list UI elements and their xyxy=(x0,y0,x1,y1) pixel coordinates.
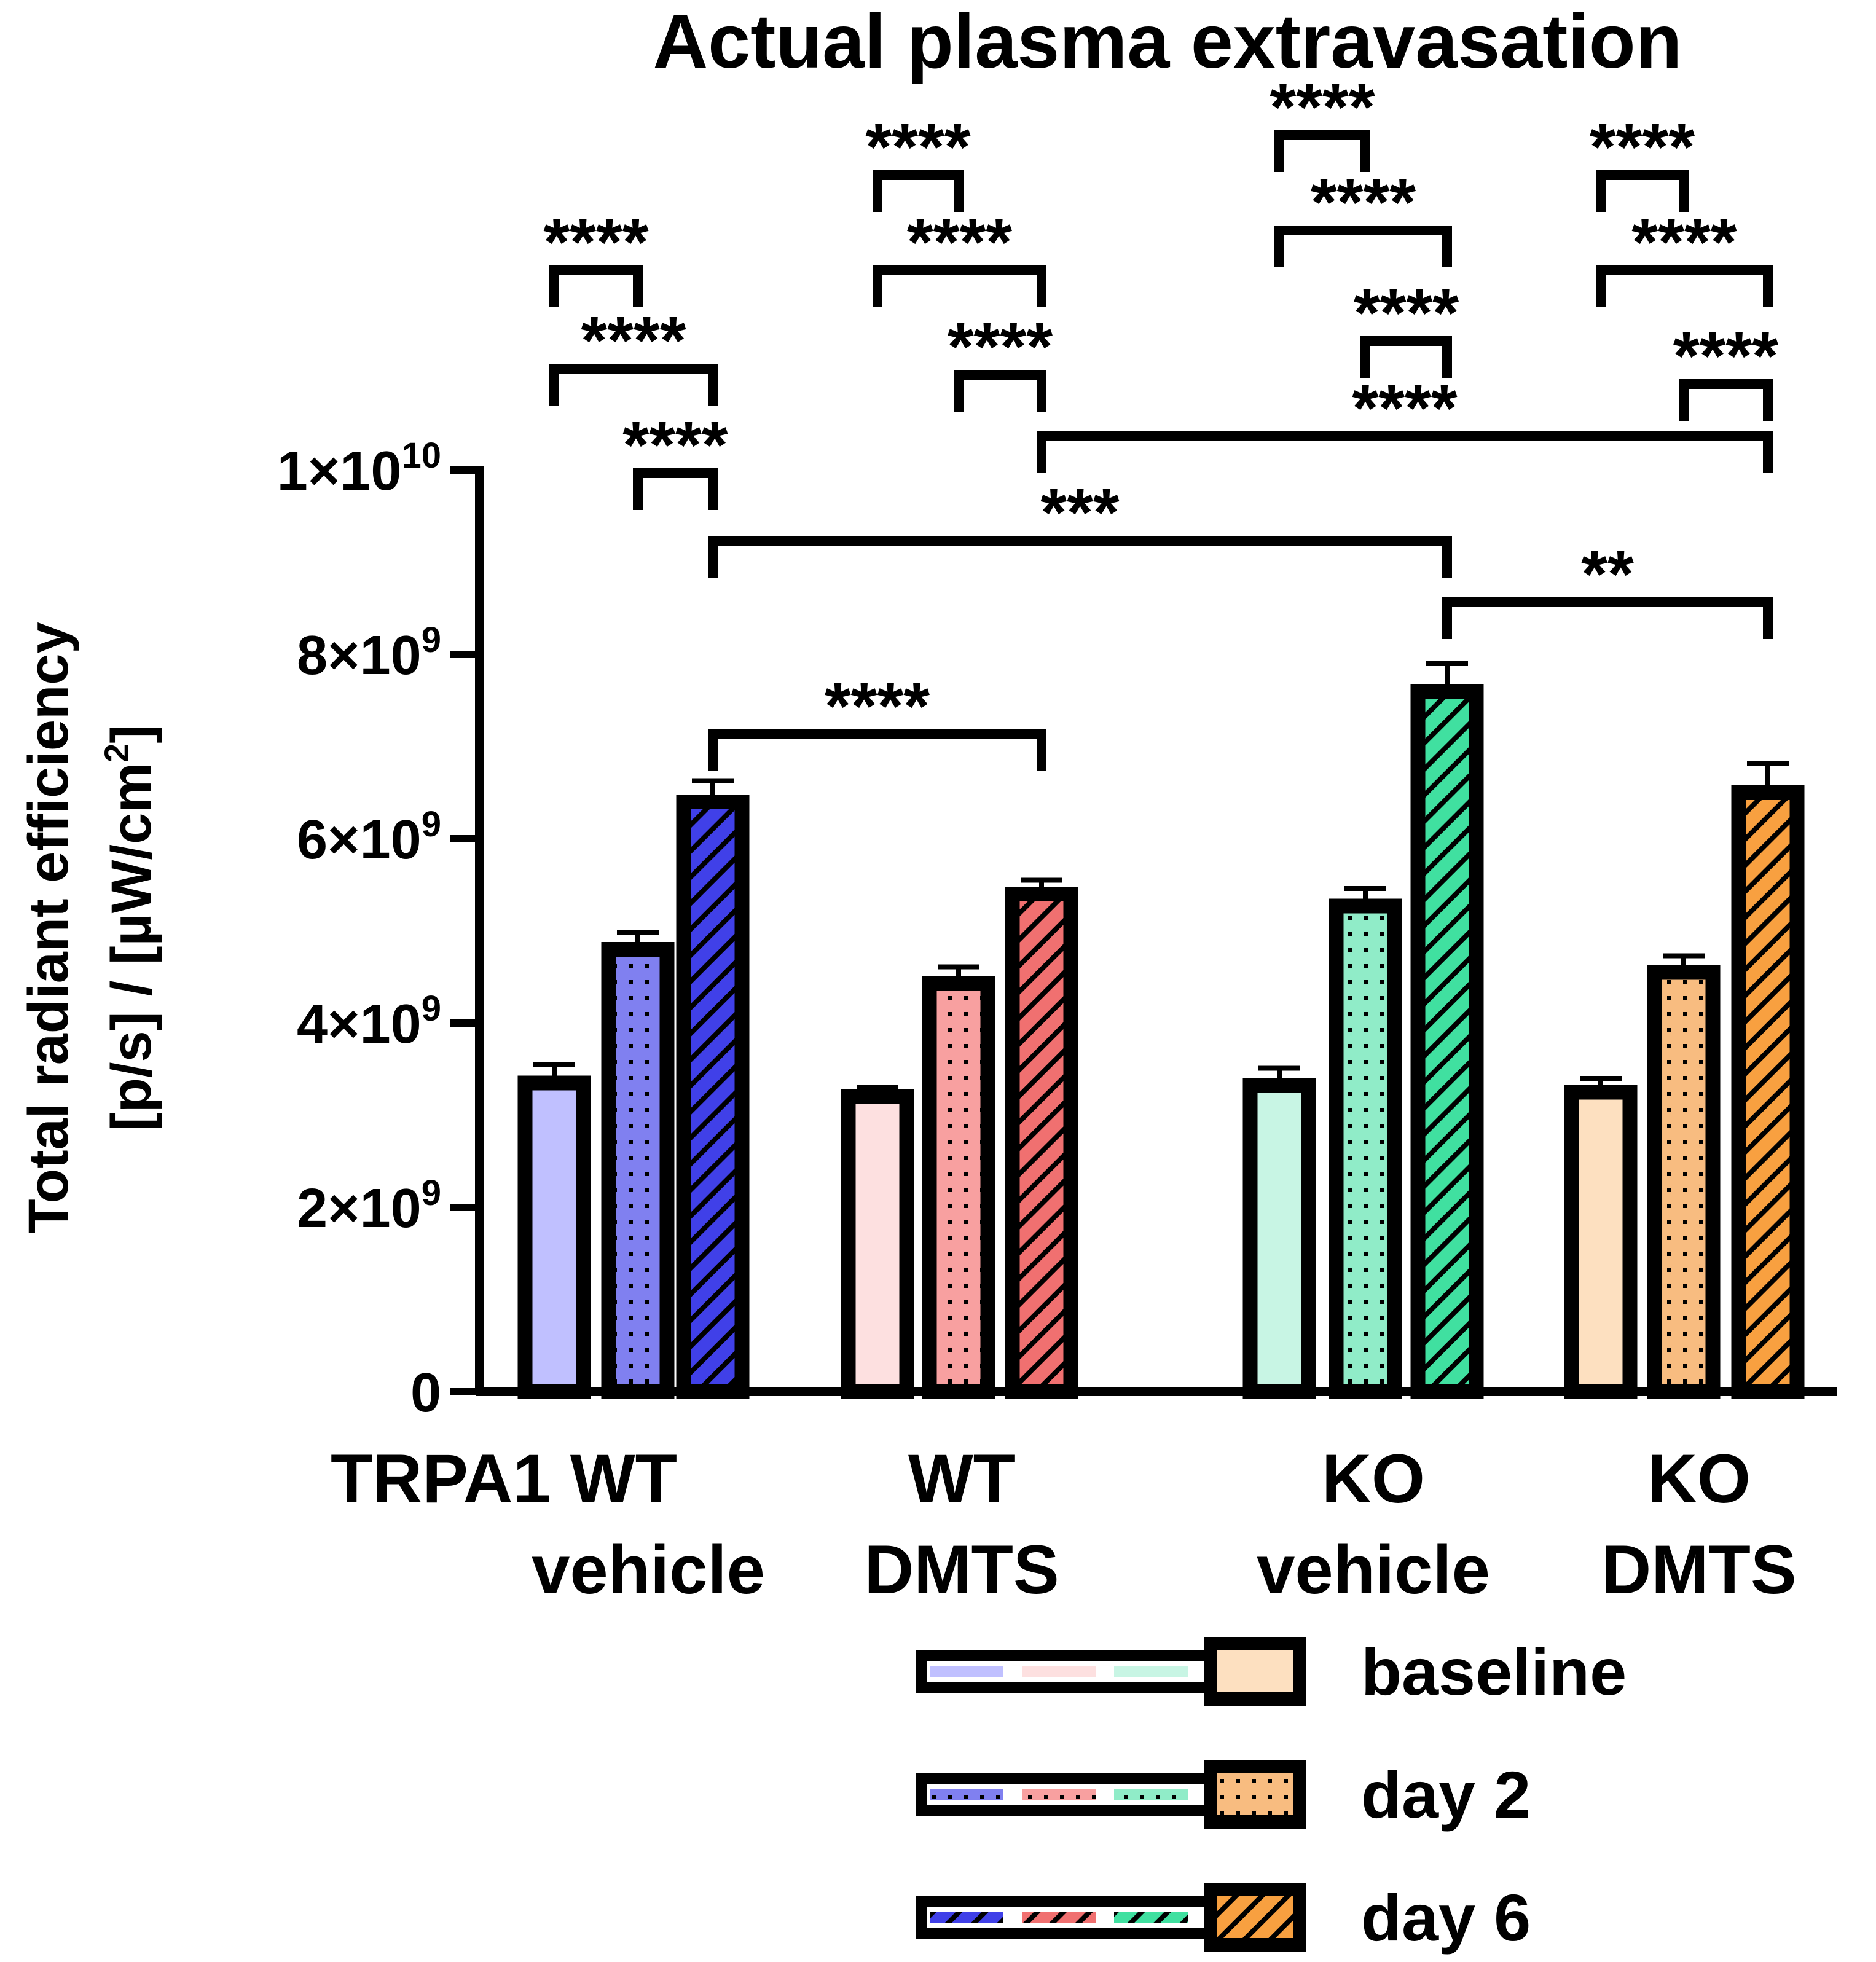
bar-wt-dmts-day-6 xyxy=(1005,887,1078,1399)
y-tick-label: 2×109 xyxy=(297,1173,441,1239)
significance-bracket: **** xyxy=(948,309,1053,412)
significance-bracket: **** xyxy=(708,669,1046,771)
bar-ko-dmts-day-2 xyxy=(1647,965,1721,1399)
significance-bracket: **** xyxy=(549,303,718,406)
significance-bracket: **** xyxy=(1274,165,1452,267)
bar-ko-vehicle-day-2 xyxy=(1329,898,1402,1399)
significance-label: **** xyxy=(1354,275,1459,351)
significance-label: **** xyxy=(948,309,1053,385)
x-group-label: WT xyxy=(908,1440,1015,1517)
significance-bracket: **** xyxy=(622,407,728,510)
legend-item-day-2: day 2 xyxy=(916,1757,1531,1832)
bars xyxy=(517,661,1805,1399)
significance-label: **** xyxy=(1590,109,1695,185)
y-axis-label: Total radiant efficiency [p/s] / [µW/cm2] xyxy=(17,622,163,1233)
significance-label: **** xyxy=(1631,205,1737,280)
error-bar xyxy=(857,1085,898,1090)
bar-trpa1-wt-vehicle-baseline xyxy=(517,1075,591,1399)
significance-label: *** xyxy=(1040,475,1120,551)
legend: baseline day 2 day 6 xyxy=(916,1634,1627,1955)
significance-label: **** xyxy=(825,669,930,744)
y-tick-label: 0 xyxy=(410,1362,441,1424)
significance-label: **** xyxy=(543,205,648,280)
x-group-label: DMTS xyxy=(864,1531,1059,1608)
legend-item-baseline: baseline xyxy=(916,1634,1627,1709)
x-group-label: KO xyxy=(1322,1440,1425,1517)
error-bar xyxy=(938,964,979,976)
x-axis-labels: TRPA1 WT vehicle WT DMTS KO vehicle KO DMTS xyxy=(331,1440,1797,1608)
bar-wt-dmts-baseline xyxy=(841,1089,914,1399)
x-group-label: vehicle xyxy=(532,1531,765,1608)
significance-bracket: **** xyxy=(873,205,1046,307)
error-bar xyxy=(1663,953,1705,965)
y-tick-label: 1×1010 xyxy=(277,436,441,502)
significance-bracket: **** xyxy=(543,205,649,307)
significance-bracket: **** xyxy=(1596,205,1773,307)
y-axis-label-line2: [p/s] / [µW/cm2] xyxy=(97,724,163,1131)
error-bar xyxy=(533,1062,575,1076)
bar-ko-vehicle-baseline xyxy=(1242,1078,1316,1399)
x-group-label: TRPA1 WT xyxy=(331,1440,677,1517)
y-tick-label: 6×109 xyxy=(297,804,441,871)
bar-wt-dmts-day-2 xyxy=(922,976,995,1399)
y-axis-label-line1: Total radiant efficiency xyxy=(17,622,80,1233)
chart-title: Actual plasma extravasation xyxy=(653,0,1682,84)
error-bar xyxy=(1021,877,1062,887)
bar-ko-dmts-baseline xyxy=(1564,1085,1638,1399)
significance-label: **** xyxy=(581,303,686,379)
bar-trpa1-wt-vehicle-day-6 xyxy=(676,795,750,1399)
significance-bracket: **** xyxy=(1270,69,1375,172)
significance-label: ** xyxy=(1581,536,1634,612)
error-bar xyxy=(617,930,659,942)
significance-bracket: **** xyxy=(1037,371,1773,473)
x-group-label: KO xyxy=(1647,1440,1751,1517)
x-group-label: vehicle xyxy=(1257,1531,1490,1608)
significance-bracket: ** xyxy=(1442,536,1773,639)
bar-trpa1-wt-vehicle-day-2 xyxy=(601,942,675,1399)
significance-label: **** xyxy=(1352,371,1457,446)
error-bar xyxy=(1747,761,1789,785)
error-bar xyxy=(1580,1076,1622,1085)
significance-label: **** xyxy=(1270,69,1375,145)
significance-label: **** xyxy=(1311,165,1416,240)
significance-brackets: ****************************************… xyxy=(543,69,1778,771)
significance-bracket: **** xyxy=(865,109,971,212)
legend-item-day-6: day 6 xyxy=(916,1880,1531,1955)
significance-label: **** xyxy=(865,109,970,185)
significance-label: **** xyxy=(907,205,1012,280)
significance-bracket: **** xyxy=(1673,318,1778,421)
legend-label: baseline xyxy=(1361,1634,1627,1709)
bar-ko-vehicle-day-6 xyxy=(1410,684,1484,1399)
error-bar xyxy=(1344,886,1386,899)
error-bar xyxy=(1426,661,1468,684)
bar-ko-dmts-day-6 xyxy=(1731,785,1805,1399)
legend-label: day 6 xyxy=(1361,1880,1531,1955)
significance-bracket: *** xyxy=(708,475,1452,578)
x-group-label: DMTS xyxy=(1601,1531,1796,1608)
error-bar xyxy=(692,778,734,795)
legend-label: day 2 xyxy=(1361,1757,1531,1832)
significance-bracket: **** xyxy=(1590,109,1695,212)
error-bar xyxy=(1258,1065,1300,1078)
y-tick-label: 4×109 xyxy=(297,989,441,1055)
significance-label: **** xyxy=(1673,318,1778,394)
significance-label: **** xyxy=(622,407,728,483)
significance-bracket: **** xyxy=(1354,275,1459,378)
y-tick-label: 8×109 xyxy=(297,620,441,686)
